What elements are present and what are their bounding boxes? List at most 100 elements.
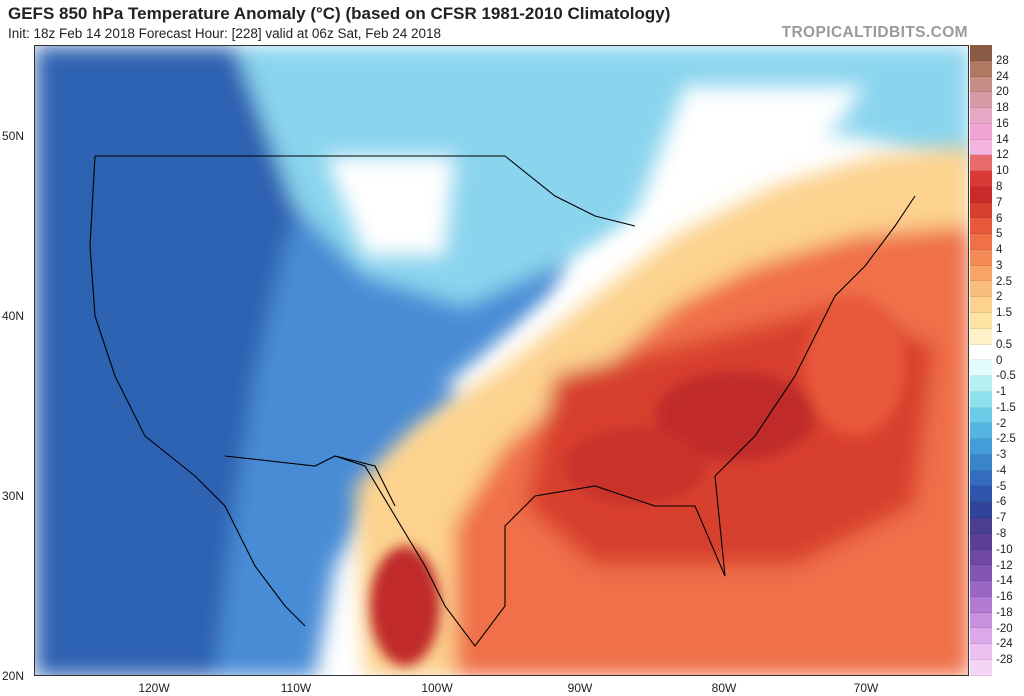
colorbar-cell [970,391,992,408]
colorbar-tick-label: -7 [996,512,1007,525]
colorbar-tick-label: 5 [996,228,1003,241]
colorbar-tick-label: 28 [996,54,1009,67]
lon-label-110w: 110W [280,681,312,695]
colorbar-tick-label: -14 [996,575,1013,588]
colorbar-cell [970,549,992,566]
colorbar-tick-label: 20 [996,86,1009,99]
colorbar-tick-label: 10 [996,165,1009,178]
colorbar-cell [970,486,992,503]
chart-title: GEFS 850 hPa Temperature Anomaly (°C) (b… [8,4,671,23]
anomaly-field [35,46,968,675]
colorbar-cell [970,139,992,156]
colorbar-tick-label: 7 [996,196,1003,209]
colorbar-tick-label: -1 [996,386,1007,399]
colorbar-tick-label: -24 [996,638,1013,651]
colorbar-cell [970,328,992,345]
east-coast [714,195,916,477]
colorbar-cell [970,517,992,534]
lon-label-120w: 120W [138,681,170,695]
colorbar-tick-label: -4 [996,464,1007,477]
colorbar-cell [970,439,992,455]
colorbar-tick-label: 8 [996,180,1003,193]
colorbar-cell [970,234,992,250]
lat-label-50n: 50N [2,129,25,143]
colorbar-tick-label: 16 [996,117,1009,130]
colorbar-cell [970,60,992,77]
colorbar-cell [970,281,992,298]
colorbar-tick-label: 0.5 [996,338,1012,351]
colorbar-tick-label: 12 [996,149,1009,162]
colorbar-tick-label: 2.5 [996,275,1012,288]
colorbar-tick-label: 4 [996,244,1003,257]
colorbar-cell [970,454,992,471]
colorbar-tick-label: -3 [996,449,1007,462]
colorbar-cell [970,407,992,424]
colorbar-cell [970,218,992,235]
colorbar [970,45,992,676]
colorbar-cell [970,376,992,392]
colorbar-cell [970,45,992,61]
colorbar-cell [970,360,992,377]
chart-subtitle: Init: 18z Feb 14 2018 Forecast Hour: [22… [8,26,442,41]
colorbar-cell [970,76,992,93]
boundaries [89,155,916,647]
gulf-coast [334,455,726,647]
colorbar-tick-label: -16 [996,591,1013,604]
colorbar-cell [970,155,992,172]
colorbar-tick-label: 1 [996,322,1003,335]
colorbar-cell [970,612,992,629]
us-canada-border [95,155,636,227]
brand-watermark[interactable]: TROPICALTIDBITS.COM [781,24,968,41]
colorbar-cell [970,502,992,518]
colorbar-cell [970,92,992,109]
colorbar-cell [970,470,992,487]
lon-label-90w: 90W [567,681,593,695]
colorbar-cell [970,297,992,314]
colorbar-tick-label: -28 [996,654,1013,667]
colorbar-tick-label: 6 [996,212,1003,225]
colorbar-tick-label: 3 [996,259,1003,272]
colorbar-tick-label: -12 [996,559,1013,572]
colorbar-tick-label: -6 [996,496,1007,509]
colorbar-tick-label: 2 [996,291,1003,304]
lon-label-70w: 70W [853,681,879,695]
colorbar-tick-label: -20 [996,622,1013,635]
colorbar-tick-label: -10 [996,543,1013,556]
lon-label-100w: 100W [421,681,453,695]
mexico-border [224,455,396,507]
colorbar-tick-label: -5 [996,480,1007,493]
colorbar-cell [970,533,992,550]
colorbar-cell [970,423,992,440]
colorbar-cell [970,108,992,124]
cold-anomaly-region [35,46,968,675]
colorbar-tick-label: 1.5 [996,307,1012,320]
colorbar-tick-label: 18 [996,102,1009,115]
colorbar-cell [970,186,992,203]
anomaly-map [34,45,969,676]
colorbar-cell [970,344,992,361]
colorbar-tick-label: -8 [996,528,1007,541]
colorbar-tick-label: 14 [996,133,1009,146]
colorbar-cell [970,628,992,645]
colorbar-cell [970,171,992,187]
colorbar-tick-label: -2 [996,417,1007,430]
colorbar-tick-label: 0 [996,354,1003,367]
west-coast [89,155,306,627]
colorbar-cell [970,123,992,140]
lat-label-20n: 20N [2,669,25,683]
colorbar-tick-label: -0.5 [996,370,1016,383]
colorbar-cell [970,581,992,597]
lat-label-30n: 30N [2,489,25,503]
colorbar-cell [970,565,992,582]
colorbar-cell [970,202,992,219]
colorbar-tick-label: -1.5 [996,401,1016,414]
colorbar-cell [970,313,992,329]
colorbar-tick-label: -18 [996,606,1013,619]
hot-core [370,296,905,666]
colorbar-tick-label: -2.5 [996,433,1016,446]
colorbar-cell [970,659,992,676]
colorbar-cell [970,265,992,282]
colorbar-cell [970,596,992,613]
lat-label-40n: 40N [2,309,25,323]
colorbar-cell [970,249,992,266]
